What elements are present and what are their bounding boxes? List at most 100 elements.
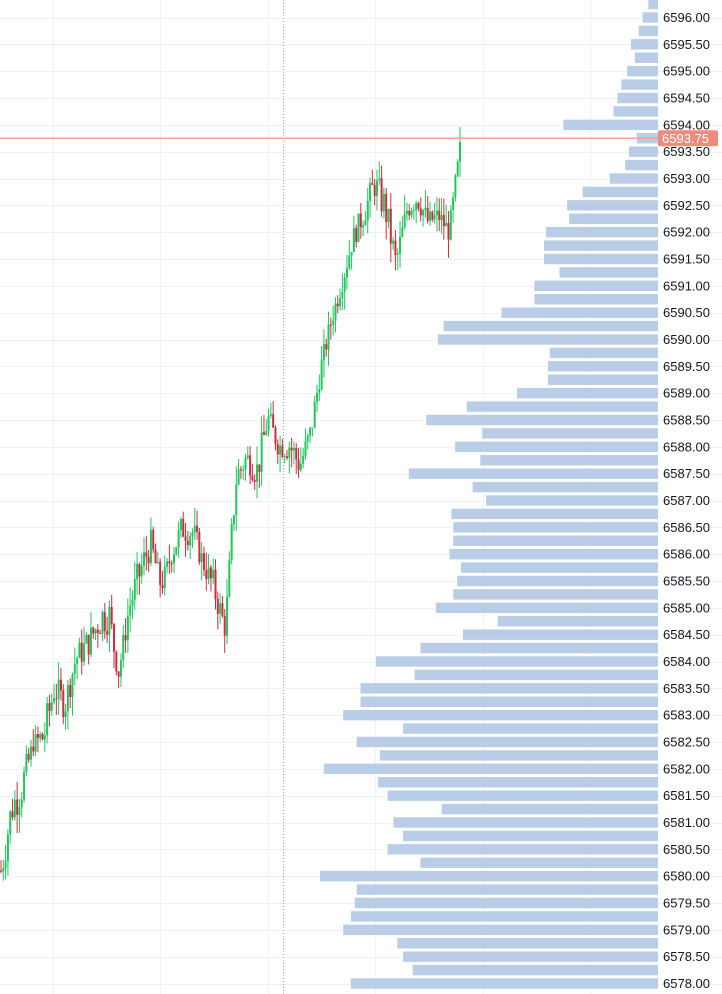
volume-bar	[638, 25, 658, 37]
candle-body	[244, 457, 247, 470]
volume-bar	[534, 294, 658, 305]
candle-body	[399, 236, 402, 254]
volume-bar	[563, 119, 658, 131]
candle-body	[152, 529, 155, 550]
candle-body	[27, 753, 30, 760]
price-tick-label: 6591.50	[663, 252, 710, 267]
candle-body	[39, 734, 42, 739]
volume-bar	[453, 522, 658, 533]
candle-body	[327, 324, 330, 350]
volume-bar	[462, 629, 658, 640]
volume-bar	[648, 0, 658, 10]
candle-body	[429, 211, 432, 221]
volume-bar	[629, 146, 658, 157]
last-price-badge-bg	[658, 130, 718, 147]
price-tick-label: 6587.00	[663, 493, 710, 508]
candle-body	[11, 811, 14, 818]
candle-body	[382, 193, 385, 212]
candle-body	[29, 746, 32, 760]
candle-body	[129, 605, 132, 616]
volume-bar	[559, 267, 658, 278]
candle-body	[350, 252, 353, 256]
price-tick-label: 6585.50	[663, 574, 710, 589]
price-tick-label: 6582.00	[663, 761, 710, 776]
volume-bar	[343, 924, 658, 936]
candle-body	[76, 657, 79, 664]
candle-body	[212, 569, 215, 579]
last-price-label: 6593.75	[662, 131, 709, 146]
candle-body	[124, 635, 127, 641]
candle-body	[267, 415, 270, 431]
volume-bar	[453, 535, 658, 546]
candle-body	[281, 445, 284, 458]
candle-body	[345, 268, 348, 278]
candle-body	[46, 703, 49, 736]
candle-body	[48, 703, 51, 711]
candle-body	[113, 624, 116, 652]
volume-bar	[544, 240, 658, 251]
candle-body	[371, 183, 374, 185]
candle-body	[302, 455, 305, 464]
volume-bar	[549, 347, 658, 359]
candle-body	[156, 561, 159, 564]
candle-body	[133, 579, 136, 600]
volume-bar	[547, 374, 658, 385]
candle-body	[57, 679, 60, 699]
candle-body	[92, 627, 95, 634]
candle-body	[0, 870, 2, 872]
candle-body	[145, 552, 148, 557]
volume-bar	[457, 575, 658, 587]
candle-body	[378, 178, 381, 181]
volume-bar	[486, 495, 658, 506]
volume-bar	[356, 736, 658, 748]
candle-body	[251, 475, 254, 481]
volume-bar	[343, 709, 658, 721]
candle-body	[219, 603, 222, 614]
volume-bar	[397, 938, 658, 949]
candle-body	[279, 445, 282, 455]
price-tick-label: 6591.00	[663, 278, 710, 293]
candle-body	[23, 771, 26, 800]
candle-body	[154, 549, 157, 564]
candle-body	[362, 225, 365, 228]
candle-body	[445, 222, 448, 227]
volume-bar	[634, 52, 658, 63]
volume-bar	[451, 508, 658, 520]
candle-body	[320, 360, 323, 390]
candle-body	[309, 427, 312, 436]
price-tick-label: 6590.00	[663, 332, 710, 347]
candle-body	[119, 660, 122, 677]
candle-body	[394, 240, 397, 255]
candle-body	[71, 674, 74, 698]
volume-bar	[443, 320, 658, 332]
price-tick-label: 6588.50	[663, 413, 710, 428]
candle-body	[322, 344, 325, 361]
candle-body	[392, 240, 395, 244]
volume-bar	[393, 817, 658, 828]
volume-bar	[403, 830, 658, 842]
candle-body	[415, 202, 418, 210]
volume-bar	[387, 790, 658, 801]
candle-body	[147, 556, 150, 564]
price-axis[interactable]: 6596.006595.506595.006594.506594.006593.…	[663, 10, 710, 991]
candle-body	[209, 567, 212, 579]
price-tick-label: 6590.50	[663, 305, 710, 320]
candle-body	[163, 566, 166, 589]
candle-body	[419, 208, 422, 216]
candle-body	[18, 807, 21, 815]
price-tick-label: 6578.00	[663, 976, 710, 991]
candle-body	[355, 228, 358, 242]
candles	[0, 127, 461, 881]
candle-body	[253, 480, 256, 482]
price-tick-label: 6584.00	[663, 654, 710, 669]
candle-body	[262, 432, 265, 435]
volume-bar	[379, 750, 658, 761]
volume-bar	[609, 173, 658, 184]
candle-body	[283, 456, 286, 458]
candle-body	[292, 447, 295, 451]
price-tick-label: 6581.50	[663, 788, 710, 803]
candle-body	[352, 228, 355, 253]
candle-body	[103, 612, 106, 632]
